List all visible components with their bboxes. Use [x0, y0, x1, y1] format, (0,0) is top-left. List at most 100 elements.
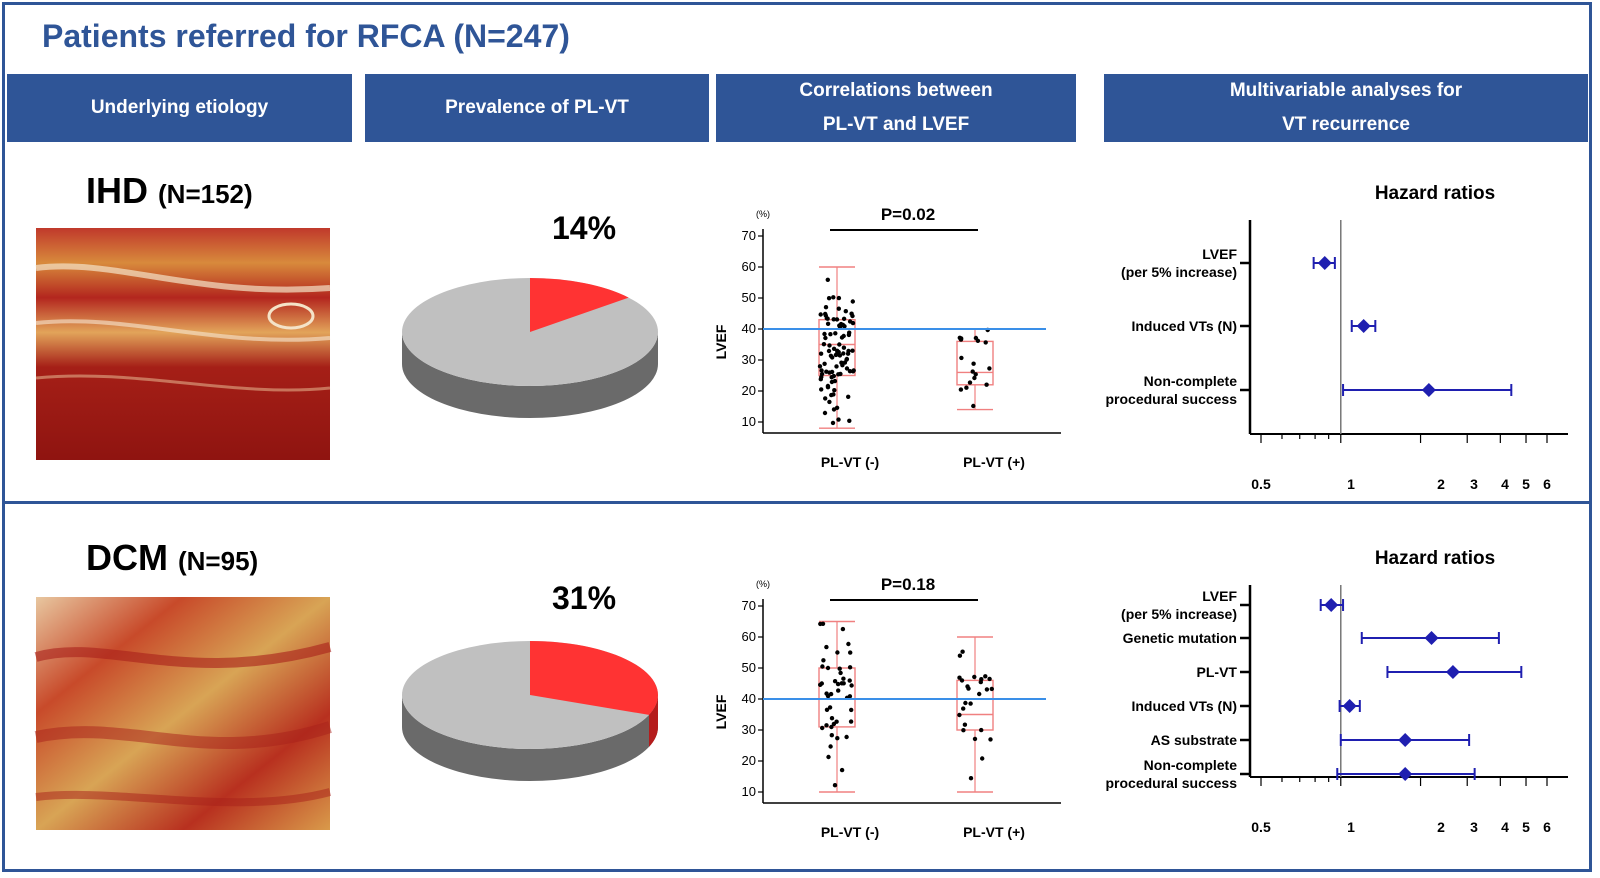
data-point: [831, 407, 837, 412]
etiology-count: (N=95): [178, 546, 259, 576]
data-point: [958, 387, 964, 392]
x-tick: PL-VT (+): [963, 824, 1025, 840]
data-point: [831, 373, 836, 379]
page-title: Patients referred for RFCA (N=247): [42, 18, 570, 54]
header-correlations: Correlations between PL-VT and LVEF: [716, 74, 1076, 142]
data-point: [957, 653, 963, 658]
pie-side: [402, 332, 658, 418]
data-point: [836, 306, 841, 311]
data-point: [818, 621, 823, 627]
data-point: [819, 371, 825, 377]
data-point: [823, 335, 828, 341]
data-point: [818, 312, 823, 317]
forest-row-label: PL-VT: [1197, 664, 1238, 680]
data-point: [984, 687, 990, 692]
data-point: [973, 372, 978, 377]
data-point: [820, 725, 825, 731]
x-tick: 3: [1470, 476, 1478, 492]
data-point: [829, 392, 834, 398]
data-point: [832, 388, 837, 393]
data-point: [827, 343, 832, 348]
p-value: P=0.18: [881, 575, 935, 594]
data-point: [823, 396, 828, 401]
data-point: [989, 686, 994, 692]
pie-slice-plvt: [530, 278, 629, 332]
data-point: [825, 665, 831, 671]
y-tick: 30: [742, 722, 756, 737]
data-point: [819, 681, 824, 686]
forest-title: Hazard ratios: [1375, 548, 1495, 569]
data-point: [988, 737, 993, 742]
x-tick: 4: [1501, 819, 1509, 835]
data-point: [828, 691, 834, 697]
x-tick: PL-VT (+): [963, 454, 1025, 470]
hazard-ratio-point: [1398, 733, 1413, 747]
y-tick: 60: [742, 259, 756, 274]
data-point: [832, 783, 838, 788]
x-tick: 6: [1543, 819, 1551, 835]
forest-row-label: Induced VTs (N): [1131, 698, 1237, 714]
data-point: [817, 364, 823, 369]
data-point: [828, 332, 833, 337]
data-point: [835, 736, 840, 741]
x-tick: 2: [1437, 819, 1445, 835]
forest-row-label: LVEF (per 5% increase): [1121, 246, 1237, 280]
data-point: [972, 736, 978, 742]
data-point: [834, 317, 840, 322]
data-point: [824, 691, 829, 696]
data-point: [838, 321, 844, 327]
data-point: [830, 420, 836, 426]
data-point: [957, 675, 962, 680]
pie-chart-ihd: [402, 278, 658, 418]
data-point: [841, 676, 846, 681]
data-point: [831, 346, 837, 351]
box-plot-ihd: (%) LVEF P=0.02 70 60 50 40 30 20 10 PL-…: [713, 205, 1061, 470]
data-point: [961, 706, 966, 711]
data-point: [831, 295, 836, 300]
prevalence-label-ihd: 14%: [552, 210, 617, 246]
x-tick: 5: [1522, 476, 1530, 492]
y-tick: 40: [742, 321, 756, 336]
forest-row-label: Non-complete procedural success: [1105, 757, 1237, 791]
data-point: [846, 332, 852, 338]
hazard-ratio-point: [1398, 767, 1413, 781]
data-point: [837, 666, 842, 671]
box-iqr: [818, 667, 856, 728]
forest-plot-dcm: Hazard ratios 0.5 1 2 3 4 5 6 LVEF (per 5…: [1105, 548, 1568, 835]
pie-side-plvt: [649, 695, 658, 747]
data-point: [968, 701, 973, 706]
forest-row-label: AS substrate: [1151, 732, 1238, 748]
data-point: [818, 351, 824, 356]
data-point: [838, 670, 843, 676]
y-tick: 20: [742, 383, 756, 398]
data-point: [842, 360, 848, 365]
data-point: [826, 754, 831, 760]
y-tick: 50: [742, 290, 756, 305]
box-plot-dcm: (%) LVEF P=0.18 70 60 50 40 30 20 10 PL-…: [713, 575, 1061, 840]
data-point: [829, 733, 834, 738]
data-point: [979, 677, 984, 682]
box-iqr: [956, 679, 994, 731]
data-point: [819, 387, 824, 392]
data-point: [832, 679, 838, 684]
etiology-count: (N=152): [158, 179, 253, 209]
y-tick: 10: [742, 414, 756, 429]
hazard-ratio-point: [1424, 631, 1439, 645]
x-tick: 5: [1522, 819, 1530, 835]
data-point: [825, 277, 830, 282]
data-point: [837, 342, 842, 347]
etiology-name: DCM: [86, 537, 168, 578]
data-point: [849, 707, 854, 713]
tissue-image-dcm: [34, 597, 332, 830]
data-point: [962, 722, 968, 727]
x-tick: 3: [1470, 819, 1478, 835]
data-point: [835, 681, 841, 687]
data-point: [836, 295, 842, 301]
data-point: [844, 356, 850, 362]
forest-row-label: Non-complete procedural success: [1105, 373, 1237, 407]
data-point: [824, 707, 830, 712]
data-point: [821, 658, 826, 663]
data-point: [849, 311, 854, 316]
data-point: [848, 719, 854, 724]
